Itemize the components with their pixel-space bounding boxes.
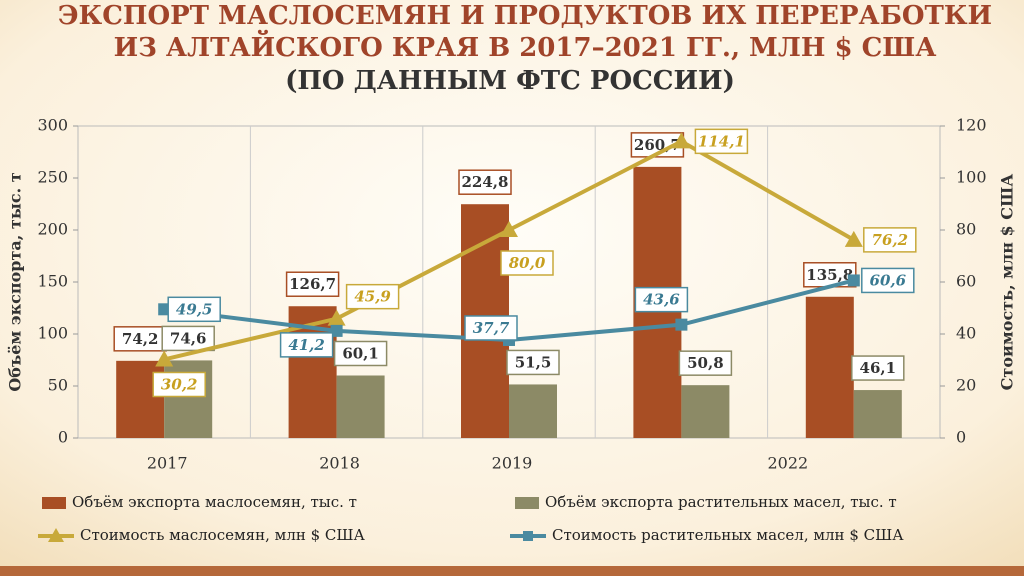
value-label: 43,6 bbox=[643, 291, 680, 309]
value-label-box bbox=[279, 332, 334, 358]
y2-tick-label: 80 bbox=[956, 220, 976, 239]
value-label-box bbox=[863, 227, 917, 253]
marker bbox=[844, 230, 863, 247]
legend-swatch bbox=[42, 497, 66, 509]
legend-label: Объём экспорта маслосемян, тыс. т bbox=[72, 493, 357, 511]
value-label: 224,8 bbox=[462, 173, 509, 191]
bar bbox=[336, 375, 385, 438]
value-label-box bbox=[345, 283, 400, 310]
value-label: 74,2 bbox=[122, 330, 159, 348]
value-label: 126,7 bbox=[289, 275, 336, 293]
value-label: 50,8 bbox=[687, 354, 724, 372]
value-label-box bbox=[161, 325, 215, 352]
value-label: 45,9 bbox=[354, 288, 391, 306]
y-tick-label: 200 bbox=[37, 220, 68, 239]
value-label: 60,6 bbox=[870, 271, 907, 289]
marker bbox=[158, 303, 171, 316]
legend-swatch bbox=[515, 497, 539, 509]
x-tick-label: 2017 bbox=[147, 454, 188, 473]
value-label-box bbox=[506, 349, 560, 376]
value-label: 51,5 bbox=[515, 353, 552, 371]
title-line: (ПО ДАННЫМ ФТС РОССИИ) bbox=[285, 66, 735, 96]
legend-label: Стоимость маслосемян, млн $ США bbox=[80, 526, 366, 544]
value-label: 114,1 bbox=[698, 132, 745, 150]
value-label-box bbox=[634, 286, 689, 313]
y2-tick-label: 20 bbox=[956, 376, 976, 395]
legend-label: Стоимость растительных масел, млн $ США bbox=[552, 526, 904, 544]
bar bbox=[805, 296, 854, 438]
value-label: 135,8 bbox=[806, 266, 853, 284]
value-label-box bbox=[678, 350, 733, 376]
value-label-box bbox=[152, 371, 206, 398]
value-label-box bbox=[285, 271, 340, 297]
marker bbox=[330, 324, 343, 337]
y2-tick-label: 0 bbox=[956, 428, 966, 447]
value-label-box bbox=[167, 296, 221, 323]
y2-axis-label: Стоимость, млн $ США bbox=[998, 174, 1017, 391]
y-tick-label: 0 bbox=[58, 428, 68, 447]
value-label: 41,2 bbox=[288, 336, 325, 354]
value-label: 60,1 bbox=[342, 344, 379, 362]
value-label: 74,6 bbox=[170, 329, 207, 347]
x-tick-label: 2019 bbox=[492, 454, 533, 473]
title-line: ИЗ АЛТАЙСКОГО КРАЯ В 2017–2021 ГГ., МЛН … bbox=[114, 30, 937, 63]
y2-tick-label: 100 bbox=[956, 168, 987, 187]
value-label: 49,5 bbox=[176, 300, 213, 318]
y2-tick-label: 60 bbox=[956, 272, 976, 291]
value-label: 76,2 bbox=[872, 231, 909, 249]
marker bbox=[327, 309, 346, 326]
y2-tick-label: 40 bbox=[956, 324, 976, 343]
marker bbox=[672, 132, 691, 149]
marker bbox=[675, 318, 688, 331]
bar bbox=[853, 390, 902, 438]
x-tick-label: 2022 bbox=[767, 454, 808, 473]
y-tick-label: 300 bbox=[37, 116, 68, 135]
value-label: 46,1 bbox=[860, 359, 897, 377]
marker bbox=[500, 221, 518, 237]
bar bbox=[681, 385, 730, 438]
value-label-box bbox=[500, 250, 554, 276]
title: ЭКСПОРТ МАСЛОСЕМЯН И ПРОДУКТОВ ИХ ПЕРЕРА… bbox=[58, 1, 992, 96]
bar bbox=[509, 384, 557, 438]
value-label-box bbox=[694, 128, 749, 155]
y-tick-label: 50 bbox=[48, 376, 68, 395]
marker bbox=[847, 274, 860, 287]
value-label-box bbox=[458, 169, 512, 195]
legend-marker bbox=[523, 531, 533, 541]
value-label: 80,0 bbox=[509, 254, 546, 272]
value-label: 37,7 bbox=[473, 319, 510, 337]
y2-tick-label: 120 bbox=[956, 116, 987, 135]
value-label-box bbox=[851, 355, 905, 381]
x-tick-label: 2018 bbox=[319, 454, 360, 473]
y-tick-label: 250 bbox=[37, 168, 68, 187]
legend-label: Объём экспорта растительных масел, тыс. … bbox=[545, 493, 897, 511]
value-label-box bbox=[464, 315, 518, 341]
legend-marker bbox=[48, 528, 64, 542]
value-label-box bbox=[861, 267, 915, 294]
marker bbox=[155, 350, 174, 367]
bottom-strip bbox=[0, 566, 1024, 576]
value-label: 30,2 bbox=[161, 375, 198, 393]
value-label-box bbox=[333, 340, 388, 367]
title-line: ЭКСПОРТ МАСЛОСЕМЯН И ПРОДУКТОВ ИХ ПЕРЕРА… bbox=[58, 1, 992, 31]
y-axis-label: Объём экспорта, тыс. т bbox=[6, 172, 25, 391]
y-tick-label: 150 bbox=[37, 272, 68, 291]
y-tick-label: 100 bbox=[37, 324, 68, 343]
